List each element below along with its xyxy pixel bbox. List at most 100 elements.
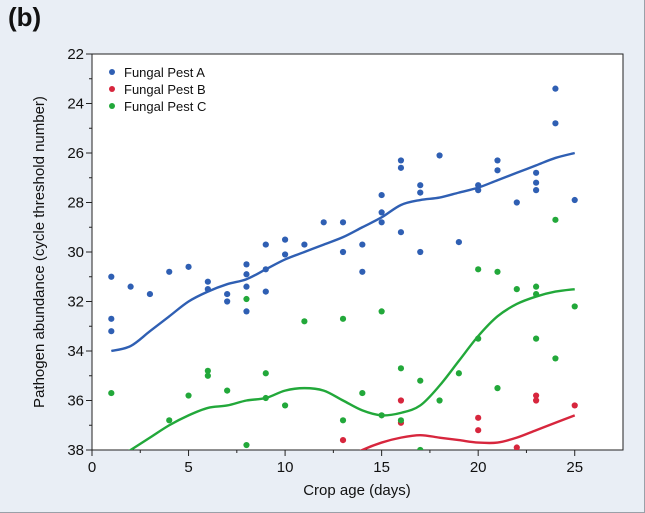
point-fungal-pest-c (533, 283, 540, 290)
point-fungal-pest-c (552, 216, 559, 223)
point-fungal-pest-b (533, 397, 540, 404)
y-tick-label: 34 (67, 343, 84, 360)
point-fungal-pest-a (108, 273, 115, 280)
point-fungal-pest-c (533, 290, 540, 298)
point-fungal-pest-c (494, 385, 501, 392)
y-tick-label: 22 (67, 46, 84, 63)
x-axis-title: Crop age (days) (303, 482, 411, 499)
legend-marker-fungal-pest-a (109, 69, 115, 75)
y-tick-label: 38 (67, 442, 84, 459)
point-fungal-pest-c (224, 387, 231, 394)
point-fungal-pest-a (166, 268, 173, 275)
point-fungal-pest-c (359, 389, 366, 397)
point-fungal-pest-a (127, 283, 134, 290)
point-fungal-pest-a (397, 157, 405, 164)
point-fungal-pest-a (359, 268, 366, 275)
legend-marker-fungal-pest-b (109, 86, 115, 92)
point-fungal-pest-a (301, 241, 308, 248)
point-fungal-pest-a (262, 288, 269, 295)
y-tick-label: 24 (67, 96, 84, 113)
y-axis: 22 24 26 28 30 32 34 36 38 (67, 46, 92, 459)
point-fungal-pest-a (417, 182, 424, 189)
point-fungal-pest-b (397, 397, 405, 404)
point-fungal-pest-a (571, 196, 578, 204)
point-fungal-pest-a (339, 219, 347, 226)
point-fungal-pest-a (320, 219, 327, 226)
point-fungal-pest-a (204, 286, 211, 293)
point-fungal-pest-a (397, 229, 405, 236)
point-fungal-pest-c (417, 377, 424, 384)
point-fungal-pest-b (475, 427, 482, 434)
x-tick-label: 5 (184, 459, 192, 476)
point-fungal-pest-a (397, 164, 405, 171)
point-fungal-pest-b (513, 444, 520, 450)
point-fungal-pest-c (185, 392, 192, 399)
point-fungal-pest-a (533, 187, 540, 194)
point-fungal-pest-a (494, 157, 501, 164)
point-fungal-pest-a (552, 85, 559, 92)
point-fungal-pest-a (281, 251, 289, 258)
point-fungal-pest-c (378, 412, 385, 419)
x-tick-label: 25 (566, 459, 583, 476)
point-fungal-pest-a (108, 328, 115, 335)
plot-area (91, 53, 624, 451)
point-fungal-pest-c (339, 315, 347, 322)
x-axis: 0 5 10 15 20 25 (88, 450, 583, 476)
point-fungal-pest-a (108, 315, 115, 322)
point-fungal-pest-b (571, 402, 578, 409)
point-fungal-pest-a (243, 308, 250, 315)
point-fungal-pest-a (475, 187, 482, 194)
trend-lines (111, 151, 576, 450)
y-tick-label: 36 (67, 393, 84, 410)
point-fungal-pest-a (417, 189, 424, 196)
point-fungal-pest-a (262, 266, 269, 273)
point-fungal-pest-c (397, 365, 405, 372)
point-fungal-pest-a (262, 241, 269, 248)
x-tick-label: 20 (470, 459, 487, 476)
legend-marker-fungal-pest-c (109, 103, 115, 109)
y-tick-label: 28 (67, 195, 84, 212)
point-fungal-pest-c (475, 335, 482, 342)
legend-label-fungal-pest-a: Fungal Pest A (124, 65, 205, 80)
x-tick-label: 0 (88, 459, 96, 476)
point-fungal-pest-c (417, 446, 424, 450)
trend-line-fungal-pest-a (111, 151, 576, 353)
point-fungal-pest-c (166, 417, 173, 424)
point-fungal-pest-c (339, 417, 347, 424)
legend: Fungal Pest A Fungal Pest B Fungal Pest C (109, 65, 206, 114)
point-fungal-pest-a (243, 283, 250, 290)
point-fungal-pest-c (571, 303, 578, 310)
point-fungal-pest-a (378, 219, 385, 226)
point-fungal-pest-a (339, 248, 347, 256)
point-fungal-pest-c (552, 355, 559, 362)
point-fungal-pest-c (262, 394, 269, 402)
point-fungal-pest-c (243, 441, 250, 449)
point-fungal-pest-c (436, 397, 443, 404)
point-fungal-pest-a (224, 290, 231, 298)
point-fungal-pest-c (281, 402, 289, 409)
point-fungal-pest-b (533, 392, 540, 399)
point-fungal-pest-a (533, 169, 540, 176)
point-fungal-pest-a (281, 236, 289, 243)
point-fungal-pest-a (243, 261, 250, 268)
y-tick-label: 32 (67, 294, 84, 311)
panel-label: (b) (8, 2, 42, 32)
point-fungal-pest-c (262, 370, 269, 377)
point-fungal-pest-c (243, 295, 250, 303)
y-axis-title: Pathogen abundance (cycle threshold numb… (31, 96, 48, 408)
point-fungal-pest-c (204, 372, 211, 379)
point-fungal-pest-c (494, 268, 501, 275)
trend-line-fungal-pest-b (359, 414, 576, 450)
x-tick-label: 15 (373, 459, 390, 476)
point-fungal-pest-c (108, 389, 115, 397)
point-fungal-pest-c (204, 367, 211, 374)
y-tick-label: 26 (67, 145, 84, 162)
point-fungal-pest-c (533, 335, 540, 342)
point-fungal-pest-c (455, 370, 462, 377)
point-fungal-pest-c (301, 318, 308, 325)
point-fungal-pest-a (552, 120, 559, 127)
point-fungal-pest-b (475, 414, 482, 421)
point-fungal-pest-c (397, 417, 405, 424)
point-fungal-pest-b (339, 437, 347, 444)
